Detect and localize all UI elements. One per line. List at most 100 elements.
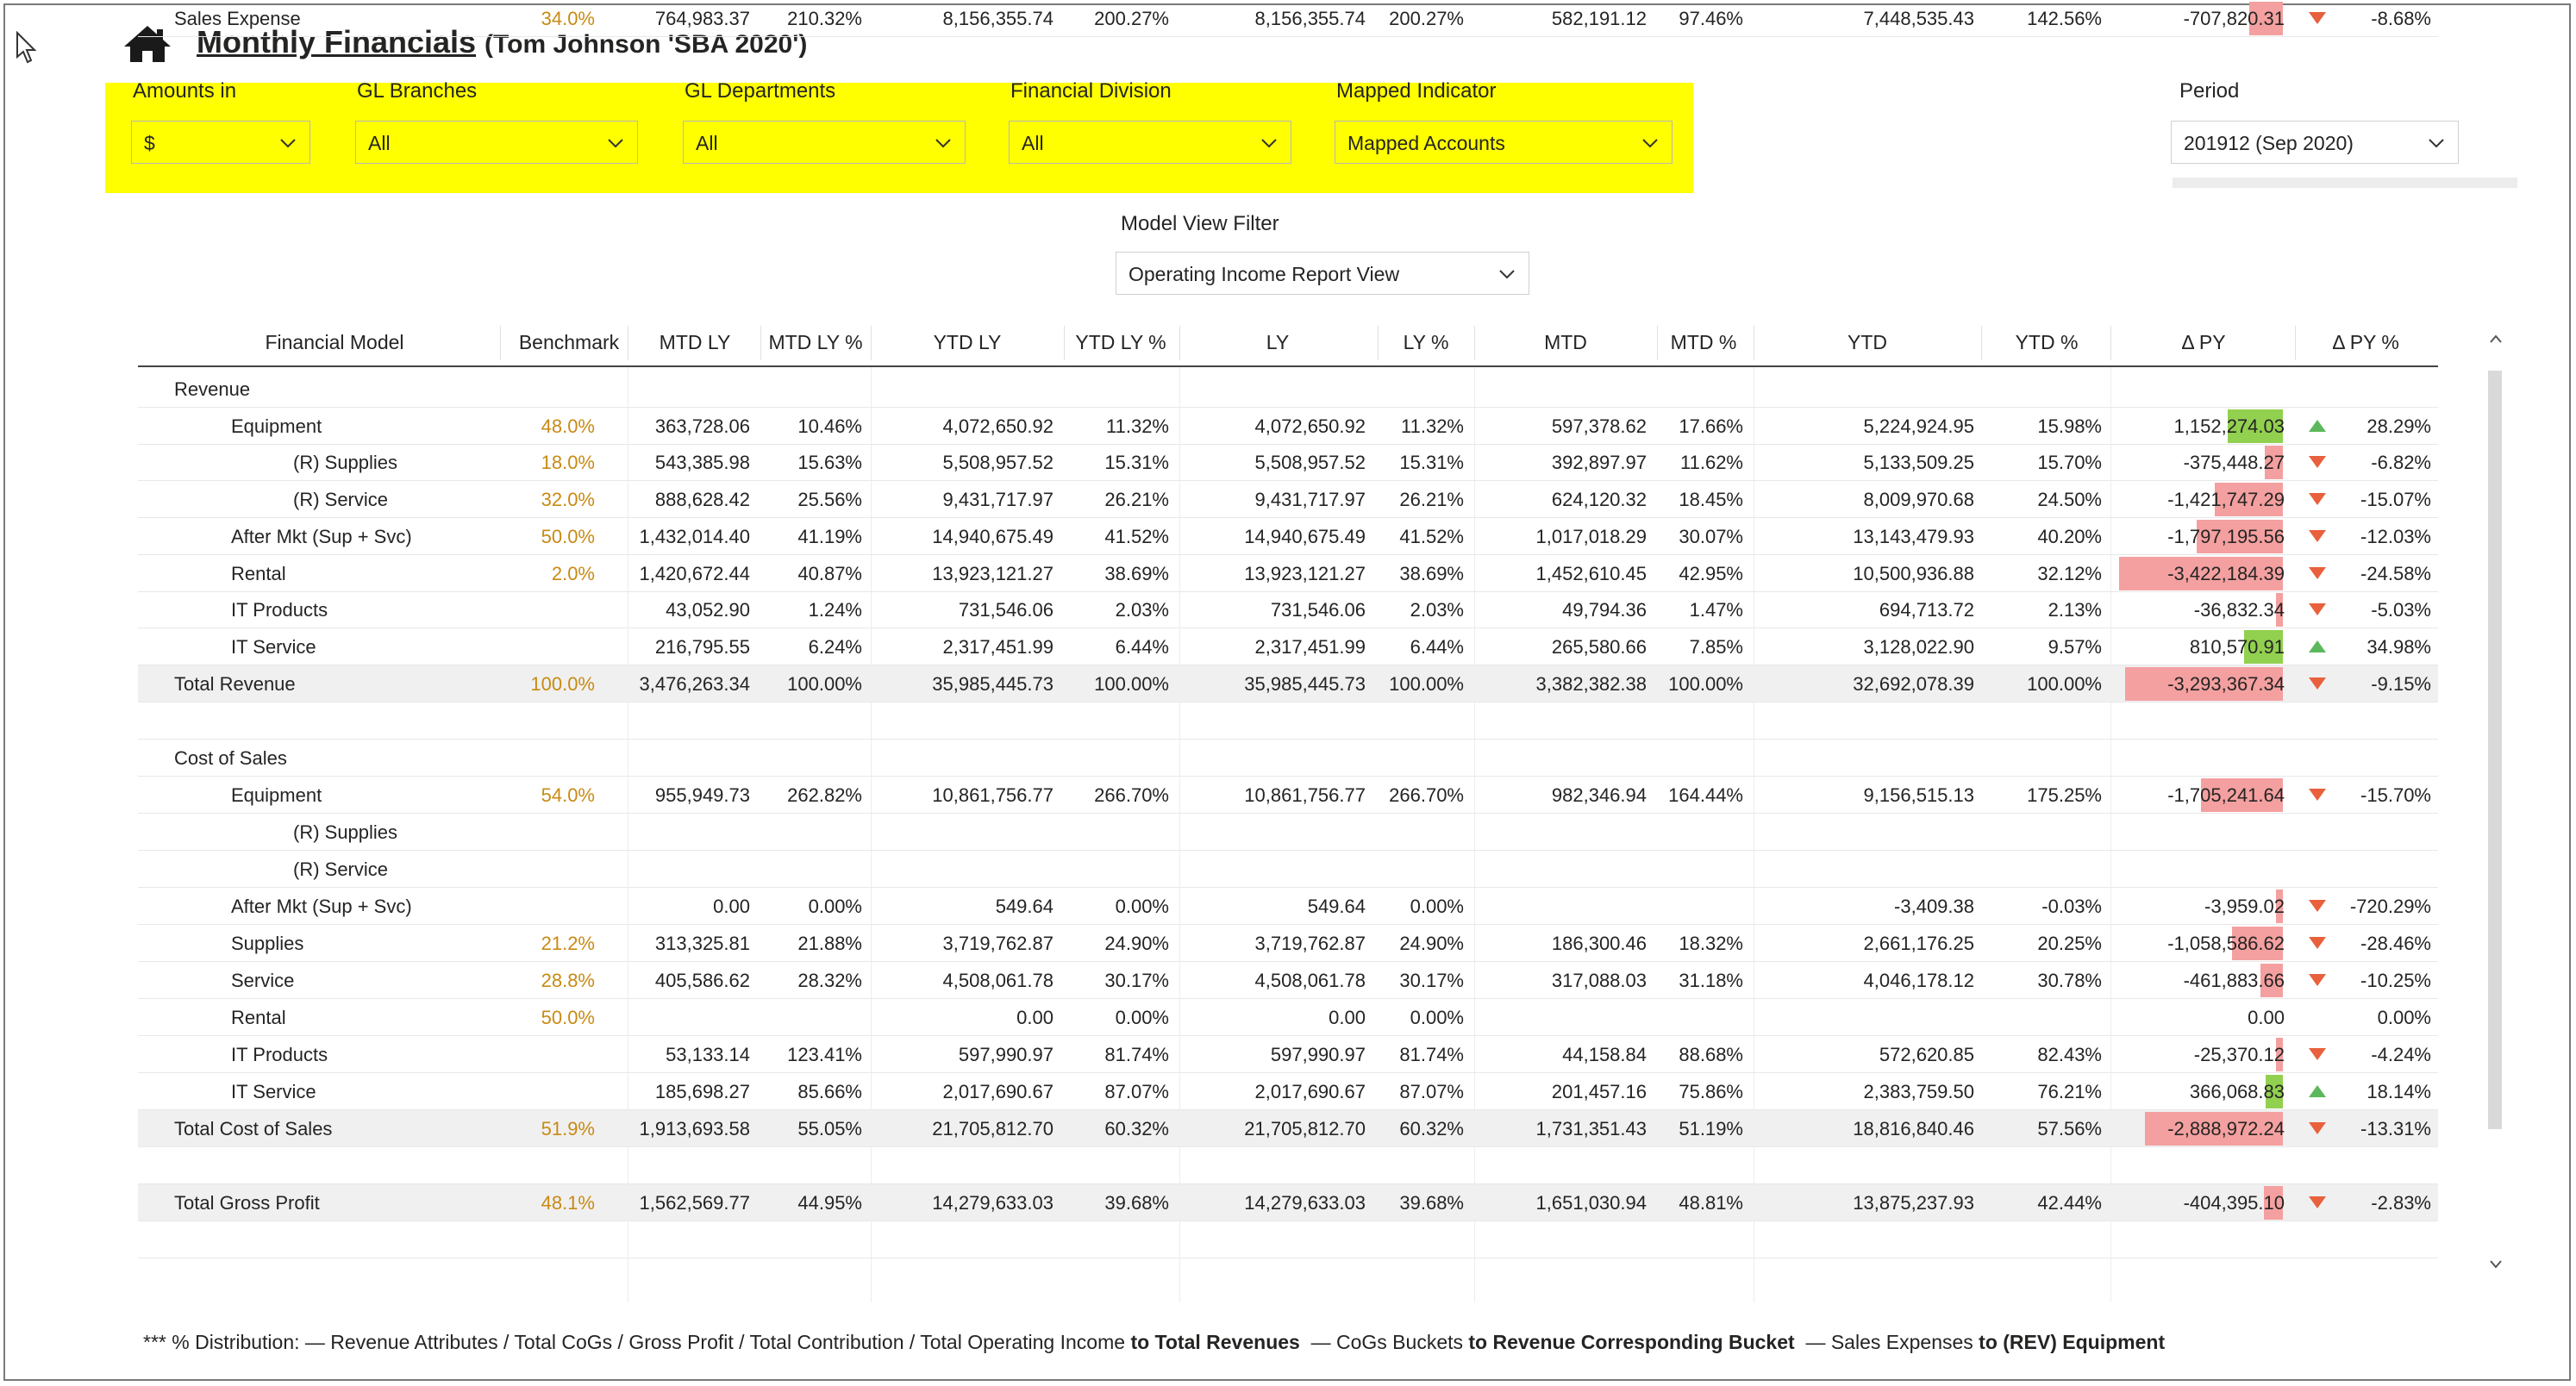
row-label[interactable]: IT Products	[231, 599, 328, 621]
row-label[interactable]: IT Service	[231, 636, 316, 658]
header-separator	[1064, 326, 1065, 360]
amounts-in-label: Amounts in	[133, 79, 237, 103]
cell-ytd-pct: 76.21%	[2037, 1081, 2102, 1102]
row-label[interactable]: (R) Supplies	[293, 821, 398, 843]
table-row[interactable]: (R) Service 32.0% 888,628.42 25.56% 9,431,71…	[138, 481, 2438, 518]
model-view-dropdown[interactable]: Operating Income Report View	[1116, 252, 1529, 295]
table-row[interactable]: Cost of Sales	[138, 740, 2438, 777]
table-row[interactable]: Supplies 21.2% 313,325.81 21.88% 3,719,762.8…	[138, 925, 2438, 962]
cell-delta-py-pct: -4.24%	[2371, 1044, 2431, 1065]
amounts-in-dropdown[interactable]: $	[131, 121, 310, 164]
row-label[interactable]: Total Revenue	[174, 673, 296, 695]
cell-ytd-ly: 597,990.97	[958, 1044, 1054, 1065]
cell-delta-py-pct: -5.03%	[2371, 599, 2431, 621]
row-label[interactable]: IT Products	[231, 1044, 328, 1065]
column-header-mtd[interactable]: MTD	[1544, 331, 1587, 353]
cell-mtd-ly: 405,586.62	[654, 970, 750, 991]
column-header-ly[interactable]: LY	[1266, 331, 1290, 353]
row-label[interactable]: (R) Supplies	[293, 452, 398, 473]
row-label[interactable]: Total Gross Profit	[174, 1192, 320, 1214]
table-row[interactable]: Equipment 48.0% 363,728.06 10.46% 4,072,650.…	[138, 408, 2438, 445]
cell-delta-py-pct: 28.29%	[2367, 415, 2431, 437]
scroll-down-icon[interactable]	[2488, 1258, 2504, 1270]
row-label[interactable]: IT Service	[231, 1081, 316, 1102]
table-row[interactable]: Total Cost of Sales 51.9% 1,913,693.58 55.0…	[138, 1110, 2438, 1147]
scroll-up-icon[interactable]	[2488, 333, 2504, 345]
table-row[interactable]	[138, 1147, 2438, 1184]
cell-mtd-ly: 43,052.90	[666, 599, 750, 621]
amounts-in-value: $	[144, 132, 155, 154]
column-header-mtd-pct[interactable]: MTD %	[1670, 331, 1737, 353]
triangle-down-icon	[2309, 12, 2326, 24]
cell-ytd-ly: 4,072,650.92	[942, 415, 1054, 437]
cell-ytd-pct: 100.00%	[2027, 673, 2102, 695]
row-label[interactable]: Rental	[231, 563, 286, 584]
row-label[interactable]: Total Cost of Sales	[174, 1118, 333, 1139]
cell-ly-pct: 2.03%	[1410, 599, 1464, 621]
cell-mtd-ly: 1,432,014.40	[639, 526, 750, 547]
table-row[interactable]: IT Products 53,133.14 123.41% 597,990.97 81.…	[138, 1036, 2438, 1073]
row-label[interactable]: Service	[231, 970, 295, 991]
cell-delta-py-pct: -8.68%	[2371, 8, 2431, 29]
delta-bar	[2249, 2, 2283, 35]
column-header-mtd-ly-pct[interactable]: MTD LY %	[768, 331, 863, 353]
table-row[interactable]: After Mkt (Sup + Svc) 50.0% 1,432,014.40 41…	[138, 518, 2438, 555]
column-header-ytd-ly[interactable]: YTD LY	[933, 331, 1002, 353]
column-header-ytd-ly-pct[interactable]: YTD LY %	[1075, 331, 1166, 353]
row-label[interactable]: Rental	[231, 1007, 286, 1028]
table-row[interactable]: Revenue	[138, 371, 2438, 408]
financial-division-dropdown[interactable]: All	[1009, 121, 1291, 164]
gl-branches-dropdown[interactable]: All	[355, 121, 638, 164]
column-header-benchmark[interactable]: Benchmark	[518, 331, 620, 353]
row-label[interactable]: After Mkt (Sup + Svc)	[231, 896, 412, 917]
table-row[interactable]: Sales Expense 34.0% 764,983.37 210.32% 8,156…	[138, 0, 2438, 37]
table-row[interactable]	[138, 702, 2438, 740]
table-row[interactable]	[138, 1221, 2438, 1258]
table-row[interactable]: (R) Supplies	[138, 814, 2438, 851]
column-header-delta-py[interactable]: Δ PY	[2181, 331, 2226, 353]
row-label[interactable]: Supplies	[231, 933, 304, 954]
filter-panel-highlight	[105, 83, 1693, 193]
cell-mtd-ly-pct: 10.46%	[797, 415, 862, 437]
row-label[interactable]: Cost of Sales	[174, 747, 287, 769]
row-label[interactable]: Revenue	[174, 378, 251, 400]
footer-text-3: — Sales Expenses	[1805, 1331, 1973, 1353]
cell-ytd-ly: 3,719,762.87	[942, 933, 1054, 954]
delta-bar	[2119, 557, 2283, 590]
cell-ytd: 2,383,759.50	[1863, 1081, 1974, 1102]
column-header-mtd-ly[interactable]: MTD LY	[659, 331, 731, 353]
table-row[interactable]: After Mkt (Sup + Svc) 0.00 0.00% 549.64 0.00…	[138, 888, 2438, 925]
table-row[interactable]: Total Gross Profit 48.1% 1,562,569.77 44.95…	[138, 1184, 2438, 1221]
column-header-ly-pct[interactable]: LY %	[1403, 331, 1449, 353]
table-row[interactable]: (R) Service	[138, 851, 2438, 888]
period-dropdown[interactable]: 201912 (Sep 2020)	[2171, 121, 2459, 164]
table-row[interactable]: Service 28.8% 405,586.62 28.32% 4,508,061.78…	[138, 962, 2438, 999]
table-row[interactable]: IT Service 216,795.55 6.24% 2,317,451.99 6.4…	[138, 628, 2438, 665]
cell-ytd-ly-pct: 15.31%	[1104, 452, 1169, 473]
row-label[interactable]: (R) Service	[293, 858, 389, 880]
table-row[interactable]: Rental 50.0% 0.00 0.00% 0.00 0.00% 0.00 0.00%	[138, 999, 2438, 1036]
row-label[interactable]: Equipment	[231, 784, 322, 806]
gl-departments-dropdown[interactable]: All	[683, 121, 966, 164]
column-header-delta-py-pct[interactable]: Δ PY %	[2332, 331, 2399, 353]
row-label[interactable]: (R) Service	[293, 489, 389, 510]
column-header-ytd-pct[interactable]: YTD %	[2015, 331, 2079, 353]
home-icon[interactable]	[122, 24, 172, 64]
scrollbar-thumb[interactable]	[2488, 371, 2502, 1129]
row-label[interactable]: Sales Expense	[174, 8, 301, 29]
cell-ly: 731,546.06	[1270, 599, 1366, 621]
cell-ytd-ly: 8,156,355.74	[942, 8, 1054, 29]
column-header-ytd[interactable]: YTD	[1848, 331, 1887, 353]
row-label[interactable]: Equipment	[231, 415, 322, 437]
table-row[interactable]: Rental 2.0% 1,420,672.44 40.87% 13,923,121.2…	[138, 555, 2438, 592]
table-row[interactable]: Equipment 54.0% 955,949.73 262.82% 10,861,75…	[138, 777, 2438, 814]
table-row[interactable]: IT Service 185,698.27 85.66% 2,017,690.67 87…	[138, 1073, 2438, 1110]
cell-ytd: 694,713.72	[1879, 599, 1974, 621]
column-header-financial-model[interactable]: Financial Model	[265, 331, 404, 353]
table-row[interactable]: (R) Supplies 18.0% 543,385.98 15.63% 5,508,9…	[138, 444, 2438, 481]
cell-delta-py: -3,293,367.34	[2167, 673, 2285, 695]
row-label[interactable]: After Mkt (Sup + Svc)	[231, 526, 412, 547]
mapped-indicator-dropdown[interactable]: Mapped Accounts	[1335, 121, 1673, 164]
table-row[interactable]: IT Products 43,052.90 1.24% 731,546.06 2.03%…	[138, 591, 2438, 628]
table-row[interactable]: Total Revenue 100.0% 3,476,263.34 100.00% 35…	[138, 665, 2438, 702]
